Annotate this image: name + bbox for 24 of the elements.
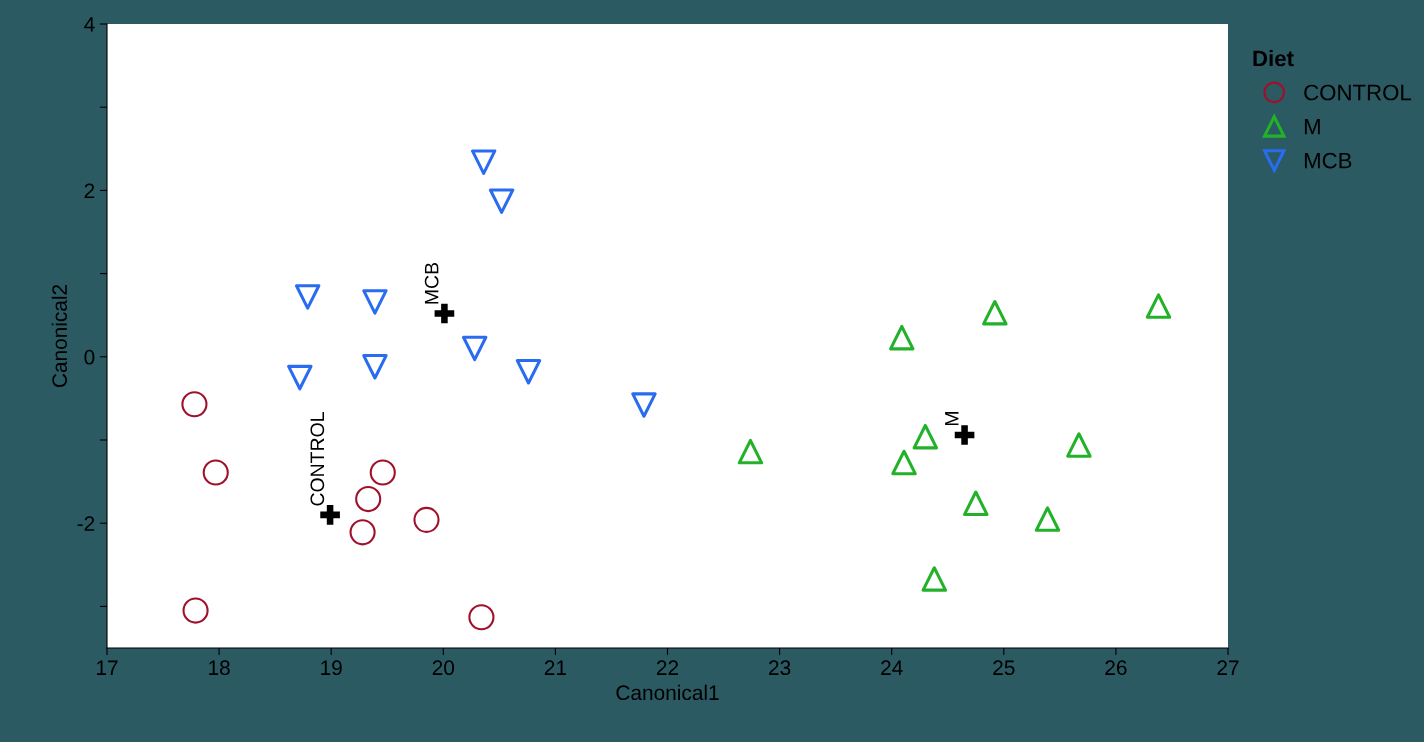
x-tick-label: 24 <box>881 660 903 675</box>
legend-label: CONTROL <box>1304 84 1412 101</box>
y-tick-label: 0 <box>84 349 95 365</box>
x-tick-label: 23 <box>769 660 791 676</box>
x-tick-label: 17 <box>97 660 118 675</box>
annotation: CONTROL <box>310 412 325 506</box>
x-tick-label: 21 <box>544 660 566 675</box>
x-tick-label: 18 <box>209 660 230 676</box>
x-tick-label: 27 <box>1217 660 1239 675</box>
y-tick-label: 2 <box>84 183 95 198</box>
x-tick-label: 20 <box>432 660 455 676</box>
annotation: MCB <box>424 263 439 304</box>
x-tick-label: 19 <box>321 660 342 676</box>
x-tick-label: 22 <box>656 660 679 675</box>
annotation: M <box>945 412 959 426</box>
legend-label: MCB <box>1304 152 1352 169</box>
x-tick-label: 26 <box>1105 660 1127 676</box>
y-axis-title: Canonical2 <box>51 284 67 388</box>
legend-label: M <box>1304 118 1320 135</box>
y-tick-label: -2 <box>77 516 95 531</box>
y-tick-label: 4 <box>84 17 95 32</box>
legend-title: Diet <box>1253 50 1294 67</box>
x-axis-title: Canonical1 <box>616 684 719 701</box>
x-tick-label: 25 <box>993 660 1015 676</box>
